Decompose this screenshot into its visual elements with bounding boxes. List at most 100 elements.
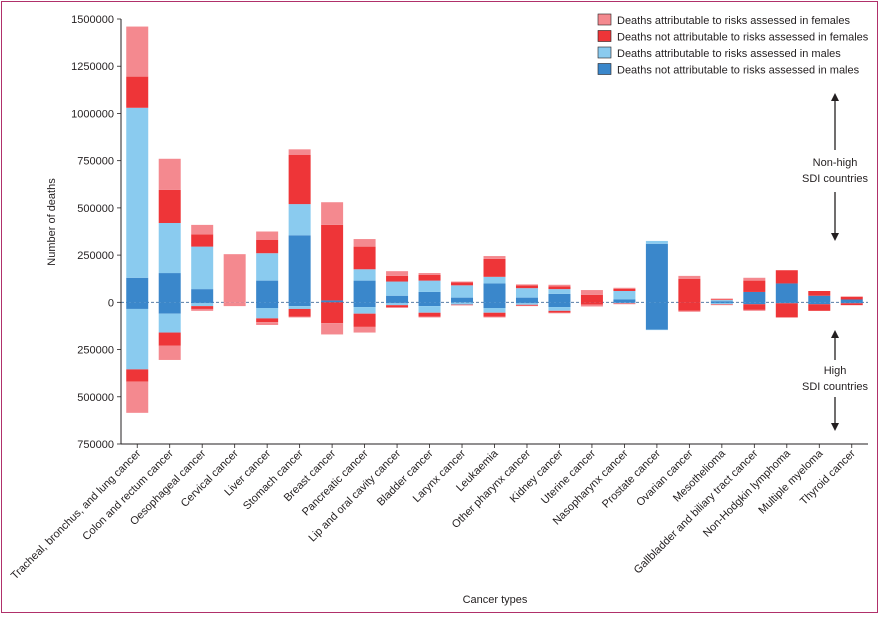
y-tick-label: 1000000 [71,108,114,120]
bar-segment-0-nonhigh [158,158,181,190]
y-tick-label: 250000 [77,250,114,262]
bar-segment-3-nonhigh [321,300,344,303]
bar-segment-1-high [515,304,538,306]
bar-segment-0-nonhigh [126,26,149,77]
legend-label: Deaths not attributable to risks assesse… [617,32,869,44]
bar-segment-2-nonhigh [386,281,409,296]
bar-segment-3-high [840,302,863,304]
bar-segment-1-high [483,312,506,317]
y-tick-label: 750000 [77,156,114,168]
annotation-layer: Non-high SDI countries High SDI countries [802,93,869,431]
bar-segment-3-nonhigh [288,235,311,303]
bar-segment-1-nonhigh [288,155,311,205]
y-tick-label: 1500000 [71,14,114,26]
bar-segment-1-nonhigh [678,278,701,303]
bar-segment-0-high [580,304,603,307]
bar-segment-1-nonhigh [321,224,344,301]
bar-segment-0-nonhigh [678,275,701,279]
bar-segment-2-high [126,308,149,370]
y-axis-label: Number of deaths [46,178,58,266]
bar-segment-0-high [483,316,506,318]
bar-segment-2-nonhigh [288,204,311,236]
bar-segment-0-nonhigh [613,287,636,289]
bar-segment-3-nonhigh [451,297,474,303]
bar-segment-2-high [256,308,279,319]
arrow-head-down [831,233,839,241]
bar-segment-0-nonhigh [483,256,506,259]
bar-segment-1-high [710,304,733,305]
bar-segment-1-nonhigh [808,291,831,296]
bar-segment-1-nonhigh [743,280,766,292]
bar-segment-1-nonhigh [483,258,506,277]
bar-segment-0-high [191,308,214,311]
bar-segment-2-high [418,306,441,313]
bar-segment-1-nonhigh [256,240,279,254]
bar-segment-1-high [158,332,181,346]
bar-segment-2-nonhigh [548,289,571,294]
bar-segment-0-high [678,310,701,312]
bar-segment-0-high [288,316,311,318]
bar-segment-1-high [418,312,441,317]
bar-segment-2-nonhigh [710,300,733,302]
bar-segment-3-high [353,302,376,308]
bar-segment-1-high [678,302,701,311]
bar-segment-1-high [126,369,149,382]
bar-segment-3-high [710,302,733,304]
bar-segment-3-nonhigh [353,280,376,303]
bar-segment-1-high [548,310,571,313]
bar-segment-3-nonhigh [743,291,766,303]
bar-layer [126,26,863,413]
bar-segment-3-nonhigh [840,299,863,303]
bar-segment-2-nonhigh [126,107,149,278]
bar-segment-0-nonhigh [223,254,246,303]
bar-segment-0-nonhigh [191,224,214,235]
y-tick-label: 0 [108,297,114,309]
bar-segment-1-nonhigh [418,274,441,281]
bar-segment-2-nonhigh [613,291,636,300]
bar-segment-1-nonhigh [710,299,733,301]
bar-segment-0-nonhigh [743,277,766,281]
bar-segment-1-nonhigh [580,294,603,303]
bar-segment-1-high [775,303,798,318]
bar-segment-1-nonhigh [613,288,636,291]
bar-segment-1-nonhigh [158,189,181,223]
bar-segment-0-high [321,323,344,335]
bar-segment-2-nonhigh [191,246,214,290]
bar-segment-2-nonhigh [158,223,181,274]
bar-segment-2-nonhigh [451,285,474,298]
bar-segment-2-nonhigh [645,240,668,244]
bar-segment-1-high [451,304,474,306]
bar-segment-2-high [515,303,538,305]
bar-segment-0-nonhigh [515,284,538,286]
y-tick-label: 1250000 [71,61,114,73]
bar-segment-2-high [386,303,409,306]
bar-segment-1-nonhigh [451,282,474,286]
bar-segment-0-nonhigh [418,273,441,275]
x-tick-label: Tracheal, bronchus, and lung cancer [9,447,144,582]
bar-segment-0-nonhigh [321,202,344,225]
bar-segment-3-high [418,302,441,307]
bar-segment-0-high [353,326,376,333]
bar-segment-3-nonhigh [158,273,181,303]
bar-segment-2-high [353,307,376,314]
bar-segment-3-nonhigh [418,291,441,303]
bar-segment-0-high [418,316,441,318]
x-axis-label: Cancer types [463,594,528,606]
x-tick-label: Ovarian cancer [634,447,695,508]
annotation-high-line2: SDI countries [802,381,869,393]
x-tick-label: Cervical cancer [179,447,241,509]
annotation-high-line1: High [824,365,847,377]
bar-segment-3-nonhigh [645,243,668,303]
bar-segment-2-nonhigh [483,276,506,284]
bar-segment-2-high [288,306,311,309]
bar-segment-3-high [256,302,279,308]
bar-segment-0-nonhigh [710,298,733,300]
bar-segment-0-nonhigh [288,149,311,155]
bar-segment-0-nonhigh [353,239,376,247]
bar-segment-2-nonhigh [256,253,279,281]
bar-segment-1-high [191,306,214,309]
bar-segment-3-high [288,302,311,307]
y-tick-label: 500000 [77,392,114,404]
bar-segment-1-nonhigh [126,76,149,108]
